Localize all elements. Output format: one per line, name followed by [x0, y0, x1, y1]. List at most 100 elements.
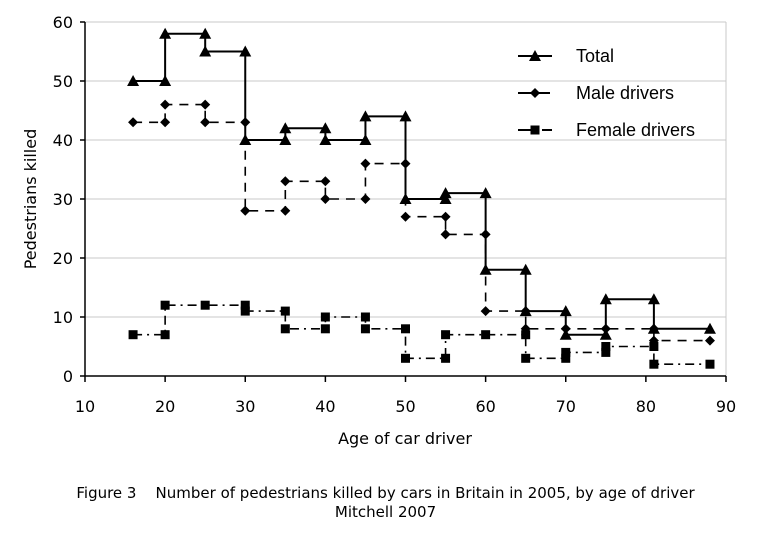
- data-point-male-drivers-17: [480, 229, 491, 240]
- data-point-total-1: [159, 75, 172, 86]
- data-point-male-drivers-22: [600, 323, 611, 334]
- data-point-female-drivers-24: [649, 359, 659, 369]
- data-point-female-drivers-1: [160, 330, 170, 340]
- data-point-male-drivers-19: [520, 306, 531, 317]
- data-point-female-drivers-7: [280, 324, 290, 334]
- data-point-female-drivers-3: [200, 300, 210, 310]
- data-point-total-0: [127, 75, 140, 86]
- y-tick-label-30: 30: [53, 190, 73, 209]
- data-point-total-27: [703, 322, 716, 334]
- data-point-total-9: [319, 122, 332, 134]
- data-point-total-23: [599, 328, 612, 340]
- data-point-female-drivers-16: [481, 330, 491, 340]
- data-point-total-4: [199, 45, 212, 57]
- data-point-total-17: [479, 187, 492, 199]
- data-point-female-drivers-10: [360, 312, 370, 322]
- data-point-male-drivers-4: [200, 117, 211, 128]
- data-point-total-21: [559, 305, 572, 317]
- caption-line-2: Mitchell 2007: [334, 503, 437, 521]
- data-point-male-drivers-5: [240, 117, 251, 128]
- x-tick-label-60: 60: [475, 397, 495, 416]
- data-point-male-drivers-18: [480, 306, 491, 317]
- data-point-male-drivers-23: [648, 323, 659, 334]
- data-point-female-drivers-13: [401, 353, 410, 363]
- data-point-female-drivers-23: [649, 342, 659, 351]
- data-point-total-10: [319, 134, 332, 145]
- x-axis-title: Age of car driver: [338, 429, 472, 448]
- data-point-total-11: [359, 134, 372, 145]
- data-point-female-drivers-4: [240, 300, 250, 310]
- legend-label-total: Total: [576, 46, 614, 66]
- legend-label-female-drivers: Female drivers: [576, 120, 695, 140]
- data-point-male-drivers-8: [280, 176, 291, 187]
- data-point-female-drivers-20: [561, 347, 571, 357]
- data-point-male-drivers-16: [440, 229, 451, 240]
- data-point-female-drivers-18: [521, 353, 531, 363]
- legend-marker-female-drivers: [530, 125, 540, 135]
- data-point-total-8: [279, 122, 292, 134]
- figure-caption: Figure 3 Number of pedestrians killed by…: [0, 484, 771, 522]
- series-line-total: [133, 32, 710, 336]
- x-tick-label-20: 20: [155, 397, 175, 416]
- caption-line-1: Figure 3 Number of pedestrians killed by…: [76, 484, 695, 502]
- data-point-female-drivers-8: [320, 324, 330, 334]
- series-layer: [127, 27, 716, 369]
- x-tick-label-30: 30: [235, 397, 255, 416]
- data-point-total-15: [439, 193, 452, 204]
- series-line-female-drivers: [133, 304, 710, 366]
- data-point-male-drivers-14: [400, 211, 411, 222]
- data-point-male-drivers-25: [704, 335, 715, 346]
- data-point-male-drivers-0: [128, 117, 139, 128]
- data-point-male-drivers-1: [160, 117, 171, 128]
- data-point-total-19: [519, 263, 532, 275]
- y-tick-label-40: 40: [53, 131, 73, 150]
- x-tick-label-40: 40: [315, 397, 335, 416]
- data-point-male-drivers-11: [360, 194, 371, 204]
- y-tick-label-10: 10: [53, 308, 73, 327]
- data-point-male-drivers-6: [240, 205, 251, 216]
- data-point-total-5: [239, 45, 252, 57]
- data-point-female-drivers-17: [521, 330, 531, 340]
- series-total: [127, 27, 716, 340]
- legend: Total Male drivers Female drivers: [518, 46, 695, 140]
- data-point-total-24: [599, 293, 612, 305]
- data-point-female-drivers-6: [280, 306, 290, 316]
- data-point-female-drivers-25: [705, 359, 715, 369]
- y-tick-label-60: 60: [53, 13, 73, 32]
- data-point-male-drivers-21: [560, 323, 571, 334]
- y-tick-label-20: 20: [53, 249, 73, 268]
- data-point-female-drivers-2: [160, 300, 170, 310]
- data-point-female-drivers-21: [601, 347, 611, 357]
- x-tick-label-10: 10: [75, 397, 95, 416]
- data-point-total-12: [359, 110, 372, 122]
- data-point-female-drivers-0: [128, 330, 138, 340]
- data-point-female-drivers-12: [401, 324, 410, 334]
- x-tick-label-70: 70: [556, 397, 576, 416]
- y-tick-label-50: 50: [53, 72, 73, 91]
- data-point-total-3: [199, 27, 212, 39]
- data-point-total-7: [279, 134, 292, 145]
- data-point-female-drivers-5: [240, 306, 250, 316]
- data-point-total-22: [559, 328, 572, 340]
- legend-marker-male-drivers: [530, 88, 540, 98]
- data-point-female-drivers-22: [601, 342, 611, 351]
- data-point-male-drivers-2: [160, 99, 171, 110]
- data-point-male-drivers-9: [320, 176, 331, 187]
- x-tick-label-80: 80: [636, 397, 656, 416]
- data-point-total-13: [399, 110, 412, 122]
- x-tick-label-90: 90: [716, 397, 736, 416]
- y-tick-label-0: 0: [63, 367, 73, 386]
- legend-label-male-drivers: Male drivers: [576, 83, 674, 103]
- legend-marker-total: [529, 50, 541, 61]
- data-point-male-drivers-10: [320, 194, 331, 204]
- data-point-female-drivers-15: [441, 330, 451, 340]
- data-point-male-drivers-15: [440, 211, 451, 222]
- data-point-female-drivers-14: [441, 353, 451, 363]
- data-point-female-drivers-9: [320, 312, 330, 322]
- data-point-female-drivers-11: [360, 324, 370, 334]
- data-point-male-drivers-12: [360, 158, 371, 169]
- data-point-total-25: [647, 293, 660, 305]
- x-tick-label-50: 50: [395, 397, 415, 416]
